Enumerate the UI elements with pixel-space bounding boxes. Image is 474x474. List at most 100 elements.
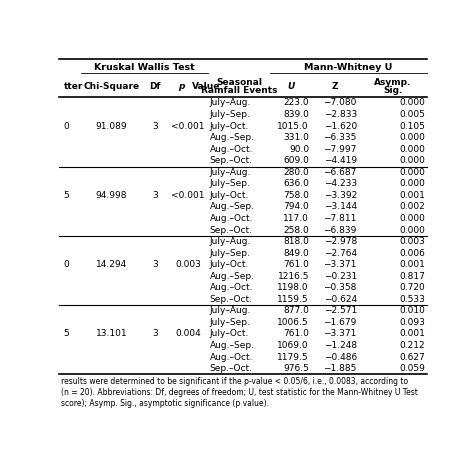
Text: July–Aug.: July–Aug. — [210, 237, 251, 246]
Text: 0.720: 0.720 — [399, 283, 425, 292]
Text: 94.998: 94.998 — [96, 191, 128, 200]
Text: Aug.–Sep.: Aug.–Sep. — [210, 133, 255, 142]
Text: Aug.–Sep.: Aug.–Sep. — [210, 272, 255, 281]
Text: Aug.–Oct.: Aug.–Oct. — [210, 353, 254, 362]
Text: 0.006: 0.006 — [399, 249, 425, 258]
Text: 3: 3 — [152, 191, 158, 200]
Text: 14.294: 14.294 — [96, 260, 127, 269]
Text: Sep.–Oct.: Sep.–Oct. — [210, 364, 253, 373]
Text: 280.0: 280.0 — [283, 168, 309, 177]
Text: 117.0: 117.0 — [283, 214, 309, 223]
Text: Mann-Whitney U: Mann-Whitney U — [304, 63, 393, 72]
Text: 0.003: 0.003 — [399, 237, 425, 246]
Text: −0.624: −0.624 — [324, 295, 357, 304]
Text: 0.000: 0.000 — [399, 156, 425, 165]
Text: 0.005: 0.005 — [399, 110, 425, 119]
Text: −6.839: −6.839 — [323, 226, 357, 235]
Text: Aug.–Sep.: Aug.–Sep. — [210, 202, 255, 211]
Text: 636.0: 636.0 — [283, 179, 309, 188]
Text: −1.679: −1.679 — [323, 318, 357, 327]
Text: 0.002: 0.002 — [399, 202, 425, 211]
Text: 0.000: 0.000 — [399, 226, 425, 235]
Text: −4.233: −4.233 — [324, 179, 357, 188]
Text: Sep.–Oct.: Sep.–Oct. — [210, 156, 253, 165]
Text: −0.486: −0.486 — [324, 353, 357, 362]
Text: 839.0: 839.0 — [283, 110, 309, 119]
Text: Seasonal: Seasonal — [216, 78, 262, 87]
Text: 761.0: 761.0 — [283, 329, 309, 338]
Text: 223.0: 223.0 — [283, 99, 309, 108]
Text: 0: 0 — [64, 260, 69, 269]
Text: −2.571: −2.571 — [324, 306, 357, 315]
Text: 3: 3 — [152, 329, 158, 338]
Text: −3.392: −3.392 — [324, 191, 357, 200]
Text: Kruskal Wallis Test: Kruskal Wallis Test — [94, 63, 195, 72]
Text: −2.978: −2.978 — [324, 237, 357, 246]
Text: Aug.–Oct.: Aug.–Oct. — [210, 283, 254, 292]
Text: Sep.–Oct.: Sep.–Oct. — [210, 226, 253, 235]
Text: 609.0: 609.0 — [283, 156, 309, 165]
Text: Aug.–Oct.: Aug.–Oct. — [210, 145, 254, 154]
Text: 5: 5 — [64, 329, 69, 338]
Text: 0.000: 0.000 — [399, 179, 425, 188]
Text: 794.0: 794.0 — [283, 202, 309, 211]
Text: 1179.5: 1179.5 — [277, 353, 309, 362]
Text: 0.000: 0.000 — [399, 133, 425, 142]
Text: 818.0: 818.0 — [283, 237, 309, 246]
Text: −3.371: −3.371 — [323, 260, 357, 269]
Text: July–Oct.: July–Oct. — [210, 329, 249, 338]
Text: 0.627: 0.627 — [399, 353, 425, 362]
Text: July–Sep.: July–Sep. — [210, 110, 251, 119]
Text: July–Oct.: July–Oct. — [210, 260, 249, 269]
Text: 1159.5: 1159.5 — [277, 295, 309, 304]
Text: −6.687: −6.687 — [323, 168, 357, 177]
Text: 877.0: 877.0 — [283, 306, 309, 315]
Text: 1198.0: 1198.0 — [277, 283, 309, 292]
Text: 0.212: 0.212 — [399, 341, 425, 350]
Text: 849.0: 849.0 — [283, 249, 309, 258]
Text: 0.533: 0.533 — [399, 295, 425, 304]
Text: results were determined to be significant if the p-value < 0.05/6, i.e., 0.0083,: results were determined to be significan… — [61, 377, 408, 386]
Text: 258.0: 258.0 — [283, 226, 309, 235]
Text: 0.000: 0.000 — [399, 214, 425, 223]
Text: 761.0: 761.0 — [283, 260, 309, 269]
Text: p: p — [178, 82, 184, 91]
Text: 3: 3 — [152, 121, 158, 130]
Text: Value: Value — [191, 82, 220, 91]
Text: Rainfall Events: Rainfall Events — [201, 86, 277, 95]
Text: 0.001: 0.001 — [399, 329, 425, 338]
Text: 0.000: 0.000 — [399, 99, 425, 108]
Text: (n = 20). Abbreviations: Df, degrees of freedom; U, test statistic for the Mann-: (n = 20). Abbreviations: Df, degrees of … — [61, 388, 418, 397]
Text: 0.000: 0.000 — [399, 145, 425, 154]
Text: Sep.–Oct.: Sep.–Oct. — [210, 295, 253, 304]
Text: 91.089: 91.089 — [96, 121, 128, 130]
Text: −7.080: −7.080 — [323, 99, 357, 108]
Text: −0.358: −0.358 — [323, 283, 357, 292]
Text: July–Aug.: July–Aug. — [210, 99, 251, 108]
Text: −3.144: −3.144 — [324, 202, 357, 211]
Text: 0.010: 0.010 — [399, 306, 425, 315]
Text: 90.0: 90.0 — [289, 145, 309, 154]
Text: 0.093: 0.093 — [399, 318, 425, 327]
Text: July–Oct.: July–Oct. — [210, 191, 249, 200]
Text: 1216.5: 1216.5 — [278, 272, 309, 281]
Text: −6.335: −6.335 — [323, 133, 357, 142]
Text: 3: 3 — [152, 260, 158, 269]
Text: −1.620: −1.620 — [324, 121, 357, 130]
Text: July–Sep.: July–Sep. — [210, 179, 251, 188]
Text: −1.885: −1.885 — [323, 364, 357, 373]
Text: 0.001: 0.001 — [399, 191, 425, 200]
Text: tter: tter — [64, 82, 83, 91]
Text: 0.817: 0.817 — [399, 272, 425, 281]
Text: −1.248: −1.248 — [324, 341, 357, 350]
Text: −0.231: −0.231 — [324, 272, 357, 281]
Text: 1006.5: 1006.5 — [277, 318, 309, 327]
Text: U: U — [287, 82, 294, 91]
Text: 0.001: 0.001 — [399, 260, 425, 269]
Text: Aug.–Oct.: Aug.–Oct. — [210, 214, 254, 223]
Text: July–Aug.: July–Aug. — [210, 168, 251, 177]
Text: Sig.: Sig. — [383, 86, 402, 95]
Text: July–Sep.: July–Sep. — [210, 249, 251, 258]
Text: July–Aug.: July–Aug. — [210, 306, 251, 315]
Text: 1015.0: 1015.0 — [277, 121, 309, 130]
